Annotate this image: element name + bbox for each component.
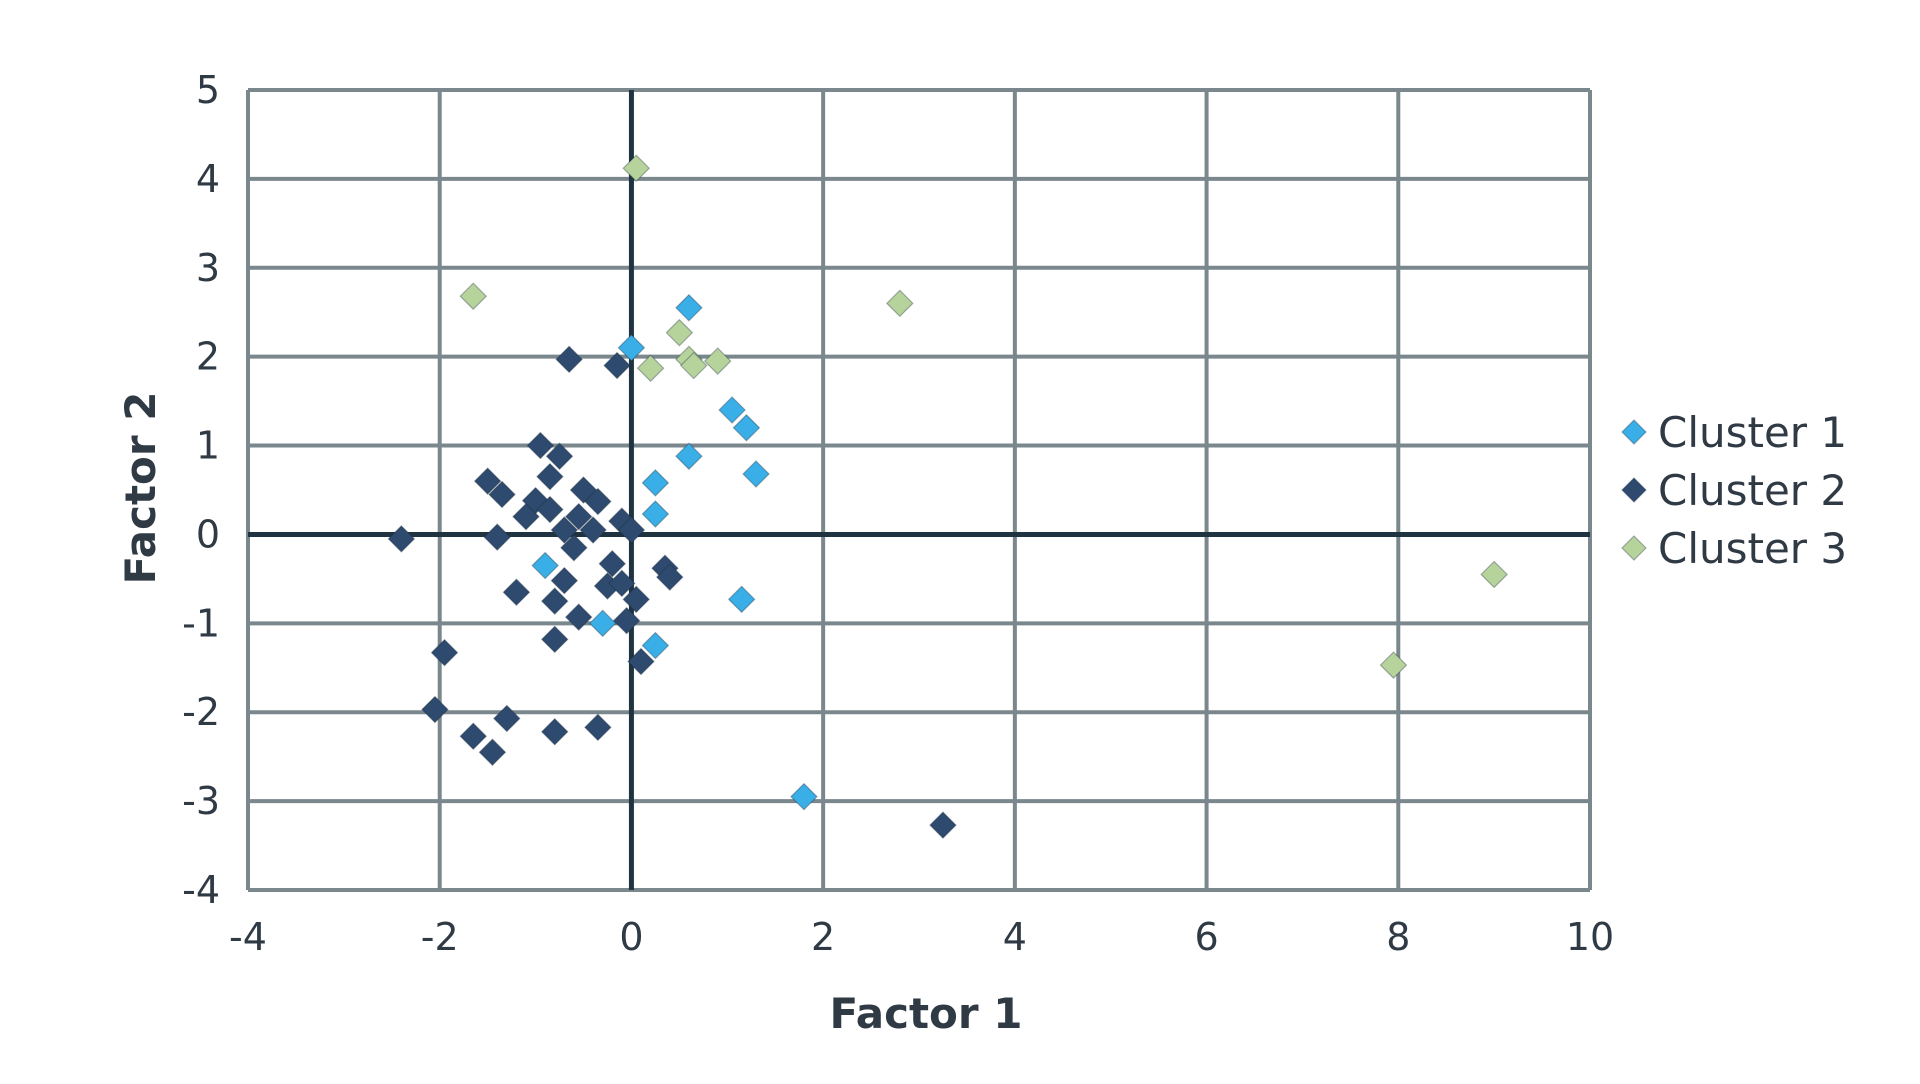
data-point: [655, 563, 684, 591]
data-point: [617, 333, 646, 362]
data-point: [665, 318, 694, 347]
legend-marker: [1621, 535, 1647, 561]
data-point: [483, 523, 512, 551]
data-point: [636, 354, 665, 383]
data-point: [622, 585, 651, 614]
data-point: [703, 347, 732, 375]
legend-entry: Cluster 1: [1621, 408, 1847, 457]
data-point: [512, 502, 540, 531]
data-point: [536, 462, 564, 491]
data-point: [492, 704, 521, 733]
x-tick-label: 4: [1003, 915, 1027, 959]
x-axis-title: Factor 1: [830, 989, 1023, 1038]
data-point: [641, 469, 670, 497]
x-tick-label: 8: [1386, 915, 1410, 959]
data-point: [622, 154, 651, 183]
y-tick-label: 0: [196, 512, 220, 556]
data-point: [550, 516, 579, 544]
data-point: [550, 566, 579, 595]
series-3: [459, 154, 1508, 679]
y-axis-title: Factor 2: [116, 392, 165, 585]
data-point: [430, 638, 459, 667]
data-point: [531, 551, 560, 580]
data-point: [588, 609, 617, 638]
data-point: [607, 569, 636, 598]
x-tick-label: -4: [229, 915, 267, 959]
legend-label: Cluster 1: [1658, 408, 1847, 457]
data-point: [478, 738, 507, 767]
x-tick-label: 10: [1566, 915, 1614, 959]
data-point: [473, 467, 502, 495]
y-tick-label: -3: [182, 779, 220, 823]
y-tick-label: 3: [196, 246, 220, 290]
legend-label: Cluster 2: [1658, 466, 1847, 515]
data-point: [675, 293, 703, 322]
x-tick-label: 6: [1194, 915, 1218, 959]
data-point: [584, 487, 612, 516]
y-tick-label: 4: [196, 157, 220, 201]
data-point: [742, 460, 770, 488]
data-point: [718, 396, 746, 424]
series-1: [531, 293, 818, 811]
y-tick-label: -2: [182, 690, 220, 734]
y-tick-label: 2: [196, 335, 220, 379]
data-point: [598, 549, 627, 578]
data-point: [421, 695, 449, 724]
data-point: [641, 631, 670, 660]
data-point: [732, 413, 761, 442]
data-point: [1480, 560, 1508, 589]
data-point: [526, 431, 555, 460]
data-point: [617, 516, 646, 544]
data-point: [560, 533, 588, 562]
y-tick-label: 1: [196, 424, 220, 468]
grid: [246, 88, 1592, 892]
y-tick-label: -4: [182, 868, 220, 912]
data-point: [540, 717, 569, 746]
data-point: [540, 587, 569, 615]
data-point: [564, 502, 593, 531]
x-tick-labels: -4 -2 0 2 4 6 8 10: [229, 915, 1614, 959]
data-point: [579, 516, 607, 544]
data-point: [885, 289, 914, 318]
data-point: [612, 606, 641, 635]
legend-marker: [1621, 419, 1647, 445]
x-tick-label: 2: [811, 915, 835, 959]
legend-entry: Cluster 2: [1621, 466, 1847, 515]
data-point: [679, 351, 708, 380]
legend-marker: [1621, 477, 1647, 503]
zero-axes: [248, 90, 1590, 890]
legend-entry: Cluster 3: [1621, 524, 1847, 573]
series-2: [387, 345, 957, 839]
x-tick-label: -2: [421, 915, 459, 959]
data-point: [564, 603, 593, 631]
data-point: [727, 585, 756, 614]
y-tick-label: 5: [196, 68, 220, 112]
data-point: [1379, 651, 1408, 679]
legend-label: Cluster 3: [1658, 524, 1847, 573]
data-point: [627, 647, 655, 676]
y-tick-labels: 5 4 3 2 1 0 -1 -2 -3 -4: [182, 68, 220, 912]
data-point: [502, 578, 531, 607]
data-point: [675, 442, 703, 471]
data-point: [536, 495, 564, 524]
data-point: [555, 345, 583, 374]
data-point: [459, 282, 488, 311]
data-point: [603, 351, 631, 380]
data-point: [488, 480, 516, 509]
x-tick-label: 0: [619, 915, 643, 959]
data-point: [540, 625, 569, 654]
data-point: [545, 442, 574, 471]
data-point: [387, 525, 416, 553]
y-tick-label: -1: [182, 601, 220, 645]
data-point: [929, 811, 957, 839]
data-point: [584, 713, 612, 742]
data-point: [459, 722, 488, 751]
data-points: [387, 154, 1508, 839]
data-point: [641, 500, 670, 528]
legend: Cluster 1 Cluster 2 Cluster 3: [1621, 408, 1847, 573]
data-point: [790, 782, 818, 811]
